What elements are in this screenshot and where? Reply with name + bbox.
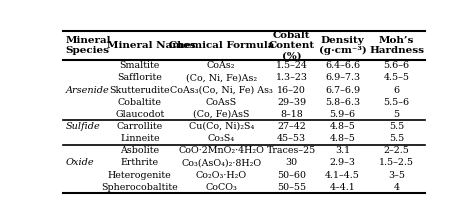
- Text: CoAsS: CoAsS: [206, 98, 237, 107]
- Text: 5: 5: [394, 110, 400, 119]
- Text: Cobaltite: Cobaltite: [118, 98, 162, 107]
- Text: Asbolite: Asbolite: [120, 146, 159, 155]
- Text: Safflorite: Safflorite: [118, 73, 162, 82]
- Text: Sulfide: Sulfide: [66, 122, 100, 131]
- Text: 6.9–7.3: 6.9–7.3: [325, 73, 360, 82]
- Text: Traces–25: Traces–25: [267, 146, 317, 155]
- Text: CoAs₃(Co, Ni, Fe) As₃: CoAs₃(Co, Ni, Fe) As₃: [170, 86, 273, 95]
- Text: 4.5–5: 4.5–5: [384, 73, 410, 82]
- Text: 4–4.1: 4–4.1: [329, 183, 356, 192]
- Text: 6: 6: [394, 86, 400, 95]
- Text: Density
(g·cm⁻³): Density (g·cm⁻³): [319, 36, 366, 55]
- Text: 1.5–24: 1.5–24: [276, 61, 308, 70]
- Text: Skutterudite: Skutterudite: [109, 86, 170, 95]
- Text: 4.1–4.5: 4.1–4.5: [325, 171, 360, 180]
- Text: Linneite: Linneite: [120, 134, 160, 143]
- Text: 29–39: 29–39: [277, 98, 306, 107]
- Text: 5.5: 5.5: [389, 134, 404, 143]
- Text: 5.6–6: 5.6–6: [383, 61, 410, 70]
- Text: 45–53: 45–53: [277, 134, 306, 143]
- Text: Chemical Formula: Chemical Formula: [169, 41, 274, 50]
- Text: CoAs₂: CoAs₂: [207, 61, 236, 70]
- Text: Co₂O₃·H₂O: Co₂O₃·H₂O: [196, 171, 247, 180]
- Text: (Co, Ni, Fe)As₂: (Co, Ni, Fe)As₂: [186, 73, 257, 82]
- Text: 50–60: 50–60: [277, 171, 306, 180]
- Text: 8–18: 8–18: [281, 110, 303, 119]
- Text: CoO·2MnO₂·4H₂O: CoO·2MnO₂·4H₂O: [178, 146, 264, 155]
- Text: 30: 30: [286, 158, 298, 167]
- Text: Carrollite: Carrollite: [117, 122, 163, 131]
- Text: CoCO₃: CoCO₃: [205, 183, 237, 192]
- Text: Moh’s
Hardness: Moh’s Hardness: [369, 36, 424, 55]
- Text: 1.3–23: 1.3–23: [276, 73, 308, 82]
- Text: Erthrite: Erthrite: [121, 158, 159, 167]
- Text: Co₃S₄: Co₃S₄: [208, 134, 235, 143]
- Text: Cu(Co, Ni)₂S₄: Cu(Co, Ni)₂S₄: [189, 122, 254, 131]
- Text: 1.5–2.5: 1.5–2.5: [379, 158, 414, 167]
- Text: 3.1: 3.1: [335, 146, 350, 155]
- Text: 4: 4: [394, 183, 400, 192]
- Text: 2.9–3: 2.9–3: [329, 158, 356, 167]
- Text: Cobalt
Content
(%): Cobalt Content (%): [269, 31, 315, 60]
- Text: (Co, Fe)AsS: (Co, Fe)AsS: [193, 110, 249, 119]
- Text: Oxide: Oxide: [66, 158, 94, 167]
- Text: 5.9–6: 5.9–6: [329, 110, 356, 119]
- Text: Smaltite: Smaltite: [119, 61, 160, 70]
- Text: 16–20: 16–20: [277, 86, 306, 95]
- Text: 3–5: 3–5: [388, 171, 405, 180]
- Text: Mineral Names: Mineral Names: [108, 41, 196, 50]
- Text: 4.8–5: 4.8–5: [329, 122, 356, 131]
- Text: Glaucodot: Glaucodot: [115, 110, 164, 119]
- Text: 2–2.5: 2–2.5: [384, 146, 410, 155]
- Text: 4.8–5: 4.8–5: [329, 134, 356, 143]
- Text: Arsenide: Arsenide: [66, 86, 109, 95]
- Text: Mineral
Species: Mineral Species: [66, 36, 111, 55]
- Text: 27–42: 27–42: [277, 122, 306, 131]
- Text: 6.7–6.9: 6.7–6.9: [325, 86, 360, 95]
- Text: Heterogenite: Heterogenite: [108, 171, 172, 180]
- Text: 5.5–6: 5.5–6: [383, 98, 410, 107]
- Text: Spherocobaltite: Spherocobaltite: [101, 183, 178, 192]
- Text: 5.5: 5.5: [389, 122, 404, 131]
- Text: Co₃(AsO₄)₂·8H₂O: Co₃(AsO₄)₂·8H₂O: [181, 158, 261, 167]
- Text: 50–55: 50–55: [277, 183, 306, 192]
- Text: 5.8–6.3: 5.8–6.3: [325, 98, 360, 107]
- Text: 6.4–6.6: 6.4–6.6: [325, 61, 360, 70]
